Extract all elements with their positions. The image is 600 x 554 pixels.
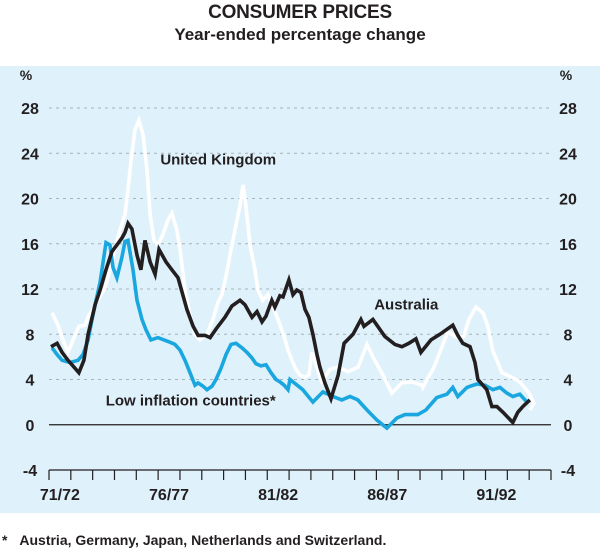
y-tick-label-right: 0 [564,418,573,435]
y-axis-unit-right: % [560,67,573,83]
y-tick-label-left: 0 [26,418,35,435]
x-tick-label: 76/77 [149,487,189,504]
y-tick-label-right: 28 [559,101,577,118]
x-tick-label: 71/72 [40,487,80,504]
chart-title: CONSUMER PRICES [208,2,392,23]
footnote: * Austria, Germany, Japan, Netherlands a… [2,532,386,548]
y-tick-label-left: 4 [26,373,35,390]
series-label: Low inflation countries* [106,393,276,410]
y-tick-label-left: 24 [21,146,39,163]
x-tick-label: 81/82 [258,487,298,504]
y-tick-label-left: 12 [21,282,39,299]
x-tick-label: 86/87 [367,487,407,504]
y-tick-label-right: 12 [559,282,577,299]
series-labels: Australia United Kingdom Low inflation cou… [106,152,439,410]
y-tick-label-right: 8 [564,327,573,344]
x-tick-label: 91/92 [476,487,516,504]
y-tick-label-right: 16 [559,237,577,254]
y-tick-label-right: 24 [559,146,577,163]
chart-subtitle: Year-ended percentage change [174,25,426,44]
series-group [50,115,537,431]
y-tick-label-left: 8 [26,327,35,344]
y-tick-label-right: 20 [559,192,577,209]
footnote-text: Austria, Germany, Japan, Netherlands and… [19,532,387,548]
y-tick-label-left: -4 [23,463,37,480]
y-axis-unit-left: % [20,67,33,83]
series-line-united-kingdom [50,115,537,411]
y-tick-label-left: 20 [21,192,39,209]
series-label: Australia [374,296,439,313]
series-line-low-inflation-countries [50,237,529,431]
footnote-marker: * [2,532,8,548]
series-label: United Kingdom [160,152,276,169]
y-tick-label-left: 28 [21,101,39,118]
axes: -4 -4 0 0 4 4 8 8 12 12 16 16 20 20 24 24 28 28 71/72 76/77… [21,101,577,504]
y-tick-label-right: 4 [564,373,573,390]
y-tick-label-left: 16 [21,237,39,254]
y-tick-label-right: -4 [561,463,575,480]
series-line-australia [50,219,532,426]
